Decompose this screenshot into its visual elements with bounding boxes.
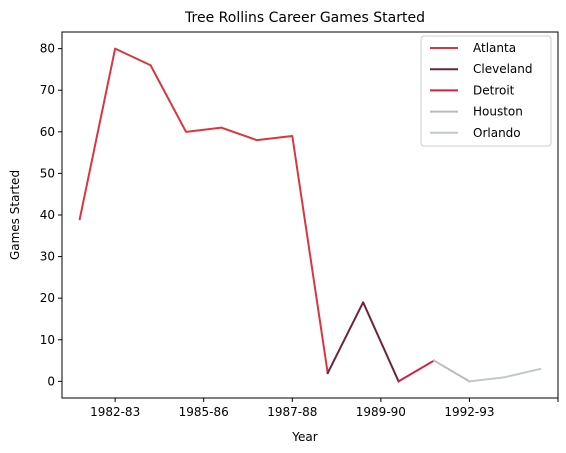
series-lines [78, 47, 542, 383]
y-axis: 0 10 20 30 40 50 60 70 80 [40, 42, 62, 388]
x-tick-label: 1987-88 [267, 405, 317, 419]
series-line-cleveland [326, 301, 400, 383]
legend-label: Orlando [473, 126, 521, 140]
x-tick-label: 1992-93 [444, 405, 494, 419]
y-tick-label: 60 [40, 125, 55, 139]
y-tick-label: 30 [40, 250, 55, 264]
chart-title: Tree Rollins Career Games Started [184, 10, 425, 26]
y-tick-label: 0 [47, 374, 55, 388]
series-line-houston [432, 359, 471, 383]
y-tick-label: 50 [40, 166, 55, 180]
legend-label: Cleveland [473, 62, 533, 76]
legend-label: Houston [473, 105, 523, 119]
x-tick-label: 1985-86 [179, 405, 229, 419]
x-tick-label: 1982-83 [90, 405, 140, 419]
y-tick-label: 10 [40, 333, 55, 347]
series-line-atlanta [78, 47, 329, 375]
y-tick-label: 70 [40, 83, 55, 97]
legend-label: Detroit [473, 83, 515, 97]
x-axis: 1982-83 1985-86 1987-88 1989-90 1992-93 [90, 398, 559, 419]
y-tick-label: 40 [40, 208, 55, 222]
x-axis-title: Year [291, 430, 317, 444]
series-line-orlando [468, 367, 542, 383]
legend: Atlanta Cleveland Detroit Houston Orlando [420, 35, 552, 147]
y-tick-label: 20 [40, 291, 55, 305]
legend-box [420, 35, 552, 147]
x-tick-label: 1989-90 [356, 405, 406, 419]
legend-label: Atlanta [473, 41, 516, 55]
y-tick-label: 80 [40, 42, 55, 56]
series-line-detroit [397, 359, 436, 383]
y-axis-title: Games Started [8, 170, 22, 260]
